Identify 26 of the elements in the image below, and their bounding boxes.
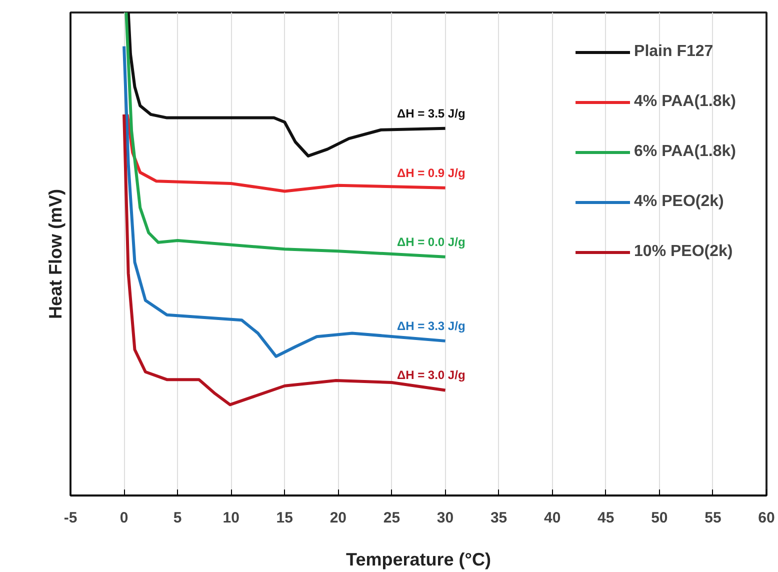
- annotation: ΔH = 0.0 J/g: [396, 234, 466, 249]
- x-tick-label: 15: [276, 510, 293, 526]
- legend-label: 6% PAA(1.8k): [634, 143, 736, 161]
- annotation: ΔH = 3.5 J/g: [396, 106, 466, 120]
- x-tick-label: 55: [704, 510, 722, 526]
- x-tick-label: 25: [383, 510, 400, 526]
- x-tick-label: 45: [598, 510, 614, 526]
- x-tick-label: 40: [544, 510, 561, 526]
- x-tick-label: 50: [651, 510, 668, 526]
- annotation: ΔH = 3.0 J/g: [396, 368, 466, 382]
- legend-label: 4% PEO(2k): [634, 193, 724, 211]
- legend-label: 10% PEO(2k): [634, 243, 733, 261]
- y-axis-title: Heat Flow (mV): [46, 188, 66, 320]
- x-tick-label: 60: [758, 510, 775, 526]
- x-tick-label: 0: [120, 510, 128, 526]
- x-tick-label: 10: [222, 510, 240, 526]
- annotation: ΔH = 0.9 J/g: [396, 166, 466, 180]
- x-tick-label: 5: [173, 510, 182, 526]
- x-tick-label: 35: [490, 510, 508, 526]
- annotation: ΔH = 3.3 J/g: [396, 318, 466, 333]
- x-tick-label: 20: [330, 510, 347, 526]
- legend-label: 4% PAA(1.8k): [634, 93, 736, 111]
- legend-label: Plain F127: [634, 43, 714, 61]
- x-axis-title: Temperature (°C): [346, 550, 491, 570]
- x-tick-label: -5: [64, 510, 78, 526]
- x-tick-label: 30: [436, 510, 454, 526]
